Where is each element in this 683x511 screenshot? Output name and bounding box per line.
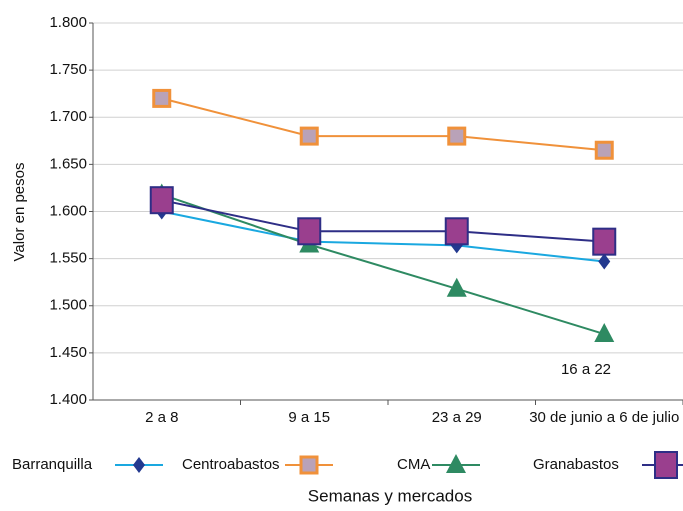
legend-label: Barranquilla	[12, 456, 93, 473]
y-tick-label: 1.650	[49, 155, 87, 172]
y-tick-label: 1.500	[49, 297, 87, 314]
data-point	[594, 323, 615, 343]
data-point	[446, 277, 467, 297]
data-point	[444, 217, 469, 246]
legend-marker	[654, 451, 678, 479]
legend-label: Centroabastos	[182, 456, 280, 473]
series-line	[161, 193, 605, 335]
data-point	[592, 227, 617, 256]
series-line	[161, 97, 605, 152]
y-tick-label: 1.400	[49, 391, 87, 408]
x-tick-label: 9 a 15	[288, 409, 330, 426]
series-line	[161, 210, 605, 263]
legend-label: CMA	[397, 456, 430, 473]
legend-marker	[299, 455, 319, 475]
series-line	[161, 199, 605, 243]
data-point	[149, 186, 174, 215]
legend-label: Granabastos	[533, 456, 619, 473]
data-point	[299, 126, 319, 146]
legend-marker	[133, 457, 145, 473]
data-point	[598, 253, 611, 270]
y-tick-label: 1.700	[49, 108, 87, 125]
y-tick-label: 1.550	[49, 250, 87, 267]
x-tick-label: 23 a 29	[432, 409, 482, 426]
y-tick-label: 1.600	[49, 202, 87, 219]
data-point	[447, 126, 467, 146]
y-tick-label: 1.450	[49, 344, 87, 361]
legend-marker	[446, 454, 466, 473]
x-tick-label: 30 de junio a 6 de julio	[529, 409, 679, 426]
x-tick-label: 2 a 8	[145, 409, 178, 426]
x-axis-label: Semanas y mercados	[308, 486, 472, 505]
data-point	[297, 217, 322, 246]
annotation: 16 a 22	[561, 361, 611, 378]
y-axis-label: Valor en pesos	[11, 163, 28, 262]
data-point	[594, 140, 614, 160]
data-point	[152, 88, 172, 108]
y-tick-label: 1.800	[49, 14, 87, 31]
y-tick-label: 1.750	[49, 61, 87, 78]
